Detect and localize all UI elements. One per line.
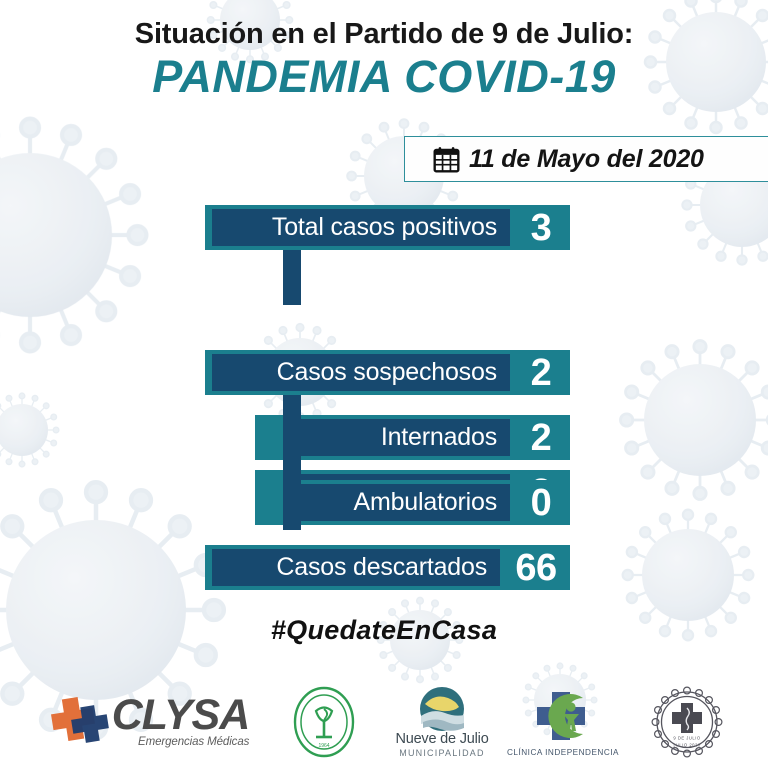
hospital-seal-icon: 9 DE JULIO JULIO 2020 <box>651 686 723 758</box>
stat-value: 2 <box>530 351 552 394</box>
stat-value: 2 <box>530 416 552 459</box>
municipalidad-emblem-icon <box>420 687 464 732</box>
clinica-caption: CLÍNICA INDEPENDENCIA <box>507 747 619 757</box>
logo-clinica-independencia: CLÍNICA INDEPENDENCIA <box>504 676 622 768</box>
page-header: Situación en el Partido de 9 de Julio: P… <box>0 18 768 103</box>
municipalidad-name: Nueve de Julio <box>395 731 489 748</box>
seal-year: 1964 <box>318 743 329 749</box>
medical-seal-icon: 1964 <box>293 686 355 758</box>
stat-label-block: Casos sospechosos <box>212 354 510 391</box>
logo-clysa: CLYSA Emergencias Médicas <box>40 676 260 768</box>
clysa-tagline: Emergencias Médicas <box>138 736 250 749</box>
stat-value: 66 <box>515 546 557 589</box>
stat-value: 0 <box>530 481 552 524</box>
clysa-wordmark: CLYSA <box>111 690 251 739</box>
hospital-seal-caption: 9 DE JULIO <box>673 736 701 741</box>
stat-label-block: Casos descartados <box>212 549 500 586</box>
stat-label-block: Total casos positivos <box>212 209 510 246</box>
date-banner: 11 de Mayo del 2020 <box>404 136 768 182</box>
hashtag-quedate-en-casa: #QuedateEnCasa <box>270 615 498 645</box>
stat-label-block: Ambulatorios <box>300 484 510 521</box>
calendar-icon <box>433 146 460 173</box>
logo-municipalidad: Nueve de Julio MUNICIPALIDAD <box>386 676 498 768</box>
municipalidad-subtitle: MUNICIPALIDAD <box>399 747 485 758</box>
clysa-cross-icon <box>50 697 109 743</box>
stat-label: Ambulatorios <box>353 488 498 516</box>
date-text: 11 de Mayo del 2020 <box>469 144 704 173</box>
stat-value: 3 <box>530 206 552 249</box>
page-title-line1: Situación en el Partido de 9 de Julio: <box>134 18 634 50</box>
logo-strip: CLYSA Emergencias Médicas 1964 Nueve de … <box>0 676 768 768</box>
stat-label: Casos descartados <box>276 553 487 581</box>
page-title-line2: PANDEMIA COVID-19 <box>152 51 616 103</box>
bracket-spine-positivos <box>283 250 301 305</box>
clinica-cross-icon <box>537 691 585 740</box>
bracket-spine-sospechosos <box>283 395 301 530</box>
stat-label: Casos sospechosos <box>276 358 498 386</box>
stat-label: Total casos positivos <box>271 213 497 241</box>
stat-label: Internados <box>380 423 497 451</box>
hospital-seal-year: JULIO 2020 <box>673 743 701 748</box>
stat-label-block: Internados <box>300 419 510 456</box>
logo-colegio-medico: 1964 <box>272 676 376 768</box>
logo-hospital-seal: 9 DE JULIO JULIO 2020 <box>632 676 742 768</box>
